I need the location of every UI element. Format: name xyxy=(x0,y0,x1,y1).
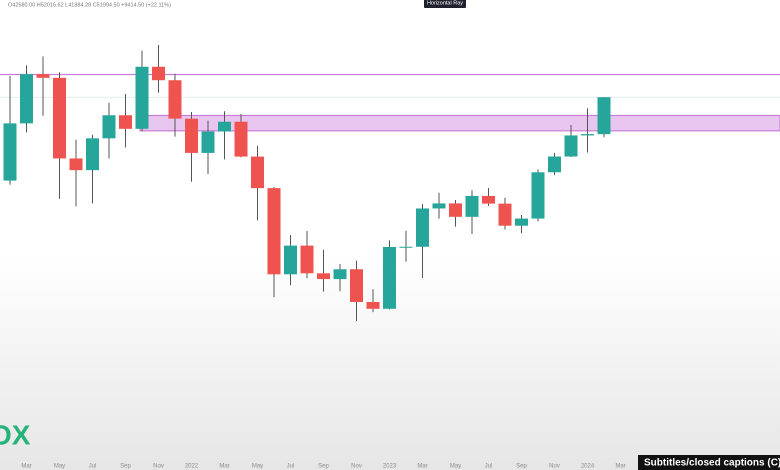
candle-body xyxy=(3,123,17,181)
x-tick-label: Jul xyxy=(485,464,493,470)
candle-body xyxy=(152,66,165,81)
candle-body xyxy=(531,172,545,219)
x-tick-label: Mar xyxy=(21,464,31,470)
x-tick-label: Nov xyxy=(549,464,560,470)
candle-body xyxy=(333,269,347,280)
candle-body xyxy=(267,188,281,275)
candle-body xyxy=(119,115,132,129)
candle-body xyxy=(284,245,297,275)
candle-body xyxy=(185,118,198,153)
candle-body xyxy=(251,156,264,189)
candle-body xyxy=(432,203,446,209)
x-tick-label: Mar xyxy=(615,464,625,470)
candle-body xyxy=(399,246,413,248)
x-tick-label: Jul xyxy=(89,464,97,470)
x-tick-label: Sep xyxy=(318,464,329,470)
captions[interactable]: Subtitles/closed captions (C) xyxy=(644,458,780,469)
x-tick-label: May xyxy=(252,464,263,470)
candle-body xyxy=(234,121,248,157)
candle-body xyxy=(482,195,495,204)
candle-body xyxy=(465,195,479,217)
candle-body xyxy=(20,74,33,124)
tooltip-box xyxy=(424,0,466,8)
tooltip: Horizontal Ray xyxy=(427,0,463,6)
x-tick-label: Nov xyxy=(153,464,164,470)
x-tick-label: 2022 xyxy=(185,464,199,470)
x-tick-label: Sep xyxy=(516,464,527,470)
candle-body xyxy=(300,245,314,274)
candle-body xyxy=(201,131,215,153)
x-tick-label: 2023 xyxy=(383,464,397,470)
candle-body xyxy=(548,156,561,173)
candle-body xyxy=(168,80,182,119)
logo: OX xyxy=(0,419,31,450)
candle-body xyxy=(515,218,528,226)
candle-body xyxy=(498,203,512,226)
plot xyxy=(0,44,780,322)
candle-body xyxy=(416,208,429,247)
candle-body xyxy=(218,121,231,132)
x-tick-label: Sep xyxy=(120,464,131,470)
candle-body xyxy=(135,66,149,129)
candle-body xyxy=(350,269,363,302)
candle-body xyxy=(597,97,611,135)
x-tick-label: May xyxy=(54,464,65,470)
x-tick-label: Mar xyxy=(219,464,229,470)
candle-body xyxy=(36,74,50,78)
x-tick-label: May xyxy=(450,464,461,470)
candle-body xyxy=(449,203,462,217)
ohlc-header: O42580.00 H52016.62 L41884.28 C51994.50 … xyxy=(8,2,171,8)
candle-body xyxy=(317,273,330,280)
candle-body xyxy=(581,134,594,136)
x-tick-label: Nov xyxy=(351,464,362,470)
candle-body xyxy=(86,138,99,171)
candle-body xyxy=(53,77,66,159)
candle-body xyxy=(564,135,578,157)
x-tick-label: Mar xyxy=(417,464,427,470)
candle-body xyxy=(102,115,116,139)
captions-box[interactable] xyxy=(638,455,780,470)
x-tick-label: 2024 xyxy=(581,464,595,470)
x-tick-label: Jul xyxy=(287,464,295,470)
candle-body xyxy=(69,158,83,171)
candle-body xyxy=(383,246,396,309)
candle-body xyxy=(366,301,380,309)
